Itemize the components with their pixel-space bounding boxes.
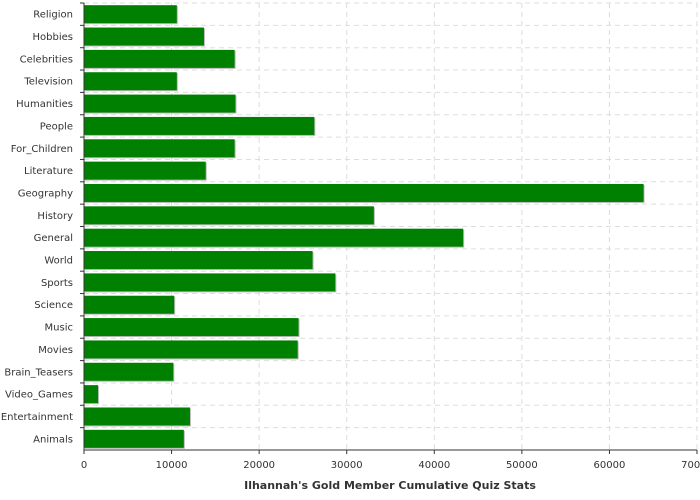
bar-humanities[interactable] bbox=[84, 94, 236, 113]
x-tick-label: 70000 bbox=[681, 460, 700, 471]
category-label: Brain_Teasers bbox=[4, 367, 73, 378]
bar-sports[interactable] bbox=[84, 273, 336, 292]
x-tick-label: 60000 bbox=[594, 460, 626, 471]
bar-religion[interactable] bbox=[84, 5, 177, 24]
category-label: Hobbies bbox=[33, 32, 73, 43]
category-label: Animals bbox=[33, 434, 73, 445]
bar-entertainment[interactable] bbox=[84, 407, 190, 426]
bar-brain-teasers[interactable] bbox=[84, 362, 174, 381]
bar-for-children[interactable] bbox=[84, 139, 235, 158]
bar-literature[interactable] bbox=[84, 161, 206, 180]
category-label: For_Children bbox=[11, 144, 73, 155]
category-label: Literature bbox=[24, 166, 73, 177]
category-label: Entertainment bbox=[1, 412, 73, 423]
category-label: Geography bbox=[18, 188, 73, 199]
x-tick-label: 20000 bbox=[243, 460, 275, 471]
bar-science[interactable] bbox=[84, 295, 175, 314]
category-label: Music bbox=[45, 323, 73, 334]
x-tick-label: 40000 bbox=[418, 460, 450, 471]
bar-animals[interactable] bbox=[84, 429, 184, 448]
category-label: Science bbox=[34, 300, 73, 311]
bar-geography[interactable] bbox=[84, 183, 644, 202]
x-tick-label: 0 bbox=[81, 460, 87, 471]
category-label: World bbox=[44, 256, 73, 267]
bar-people[interactable] bbox=[84, 116, 315, 135]
category-labels: Religion Hobbies Celebrities Television Huma… bbox=[1, 2, 84, 445]
x-tick-label: 10000 bbox=[156, 460, 188, 471]
bar-music[interactable] bbox=[84, 318, 299, 337]
category-label: People bbox=[40, 121, 73, 132]
bar-world[interactable] bbox=[84, 251, 313, 270]
bar-television[interactable] bbox=[84, 72, 177, 91]
category-label: Humanities bbox=[16, 99, 73, 110]
category-label: History bbox=[37, 211, 73, 222]
x-tick-label: 50000 bbox=[506, 460, 538, 471]
category-label: Religion bbox=[33, 10, 73, 21]
category-label: Movies bbox=[38, 345, 73, 356]
bar-general[interactable] bbox=[84, 228, 464, 247]
bar-celebrities[interactable] bbox=[84, 49, 235, 68]
bars bbox=[84, 5, 645, 449]
category-label: Television bbox=[23, 77, 73, 88]
bar-hobbies[interactable] bbox=[84, 27, 204, 46]
bar-movies[interactable] bbox=[84, 340, 298, 359]
x-axis-title: Ilhannah's Gold Member Cumulative Quiz S… bbox=[244, 479, 536, 492]
x-tick-label: 30000 bbox=[331, 460, 363, 471]
x-tick-labels: 0 10000 20000 30000 40000 50000 60000 70000 bbox=[81, 450, 700, 471]
grid-lines bbox=[83, 2, 698, 451]
category-label: Sports bbox=[41, 278, 73, 289]
bar-history[interactable] bbox=[84, 206, 374, 225]
bar-video-games[interactable] bbox=[84, 385, 99, 404]
category-label: Video_Games bbox=[5, 390, 73, 401]
category-label: Celebrities bbox=[20, 54, 73, 65]
category-label: General bbox=[34, 233, 73, 244]
